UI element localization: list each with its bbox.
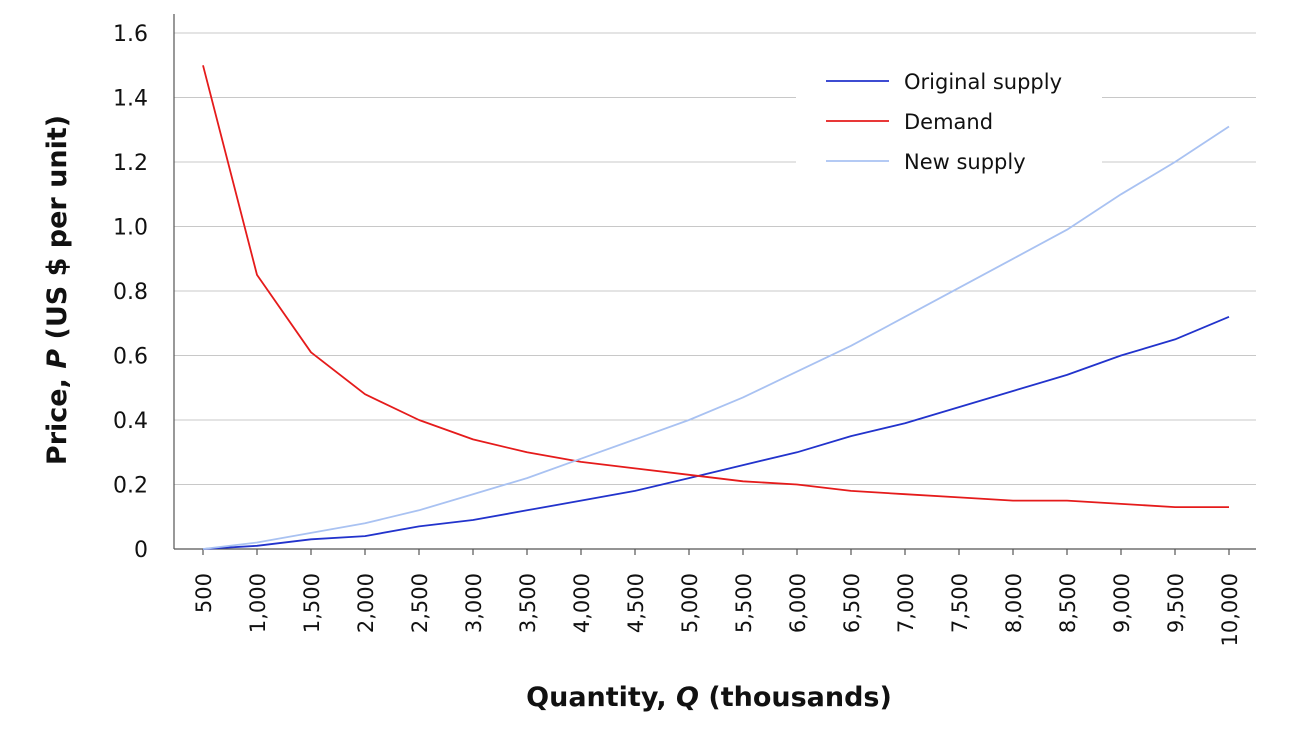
legend-label: Original supply (904, 70, 1062, 94)
y-tick-label: 1.6 (113, 22, 148, 47)
legend-background (796, 58, 1102, 180)
x-tick-label: 4,000 (570, 573, 594, 633)
x-tick-label: 6,500 (840, 573, 864, 633)
series-line-2 (202, 125, 1230, 550)
y-tick-label: 0.6 (113, 345, 148, 370)
x-tick-label: 500 (192, 573, 216, 613)
x-tick-label: 8,500 (1056, 573, 1080, 633)
grid (174, 32, 1256, 485)
x-tick-label: 9,500 (1164, 573, 1188, 633)
y-tick-label: 1.2 (113, 151, 148, 176)
legend-label: New supply (904, 150, 1026, 174)
x-tick-label: 3,000 (462, 573, 486, 633)
x-tick-label: 4,500 (624, 573, 648, 633)
y-tick-label: 0.8 (113, 280, 148, 305)
y-tick-label: 1.0 (113, 216, 148, 241)
x-tick-label: 7,000 (894, 573, 918, 633)
x-tick-label: 7,500 (948, 573, 972, 633)
y-tick-labels: 0 0.2 0.4 0.6 0.8 1.0 1.2 1.4 1.6 (113, 22, 148, 563)
series-line-1 (202, 65, 1229, 509)
legend-label: Demand (904, 110, 993, 134)
x-tick-label: 6,000 (786, 573, 810, 633)
x-tick-label: 9,000 (1110, 573, 1134, 633)
y-tick-label: 1.4 (113, 87, 148, 112)
x-tick-label: 5,000 (678, 573, 702, 633)
y-axis-title: Price, P (US $ per unit) (42, 115, 73, 465)
x-tick-label: 1,500 (300, 573, 324, 633)
series-line-0 (202, 315, 1230, 550)
x-tick-label: 2,500 (408, 573, 432, 633)
y-tick-label: 0.4 (113, 409, 148, 434)
x-tick-labels: 500 1,000 1,500 2,000 2,500 3,000 3,500 4,000 4,… (192, 549, 1242, 646)
x-tick-label: 8,000 (1002, 573, 1026, 633)
x-tick-label: 2,000 (354, 573, 378, 633)
x-tick-label: 3,500 (516, 573, 540, 633)
x-axis-title: Quantity, Q (thousands) (526, 682, 892, 713)
x-tick-label: 1,000 (246, 573, 270, 633)
x-tick-label: 5,500 (732, 573, 756, 633)
y-tick-label: 0 (134, 538, 148, 563)
legend: Original supply Demand New supply (796, 58, 1102, 180)
y-tick-label: 0.2 (113, 474, 148, 499)
x-tick-label: 10,000 (1218, 573, 1242, 646)
series-lines (202, 65, 1230, 550)
